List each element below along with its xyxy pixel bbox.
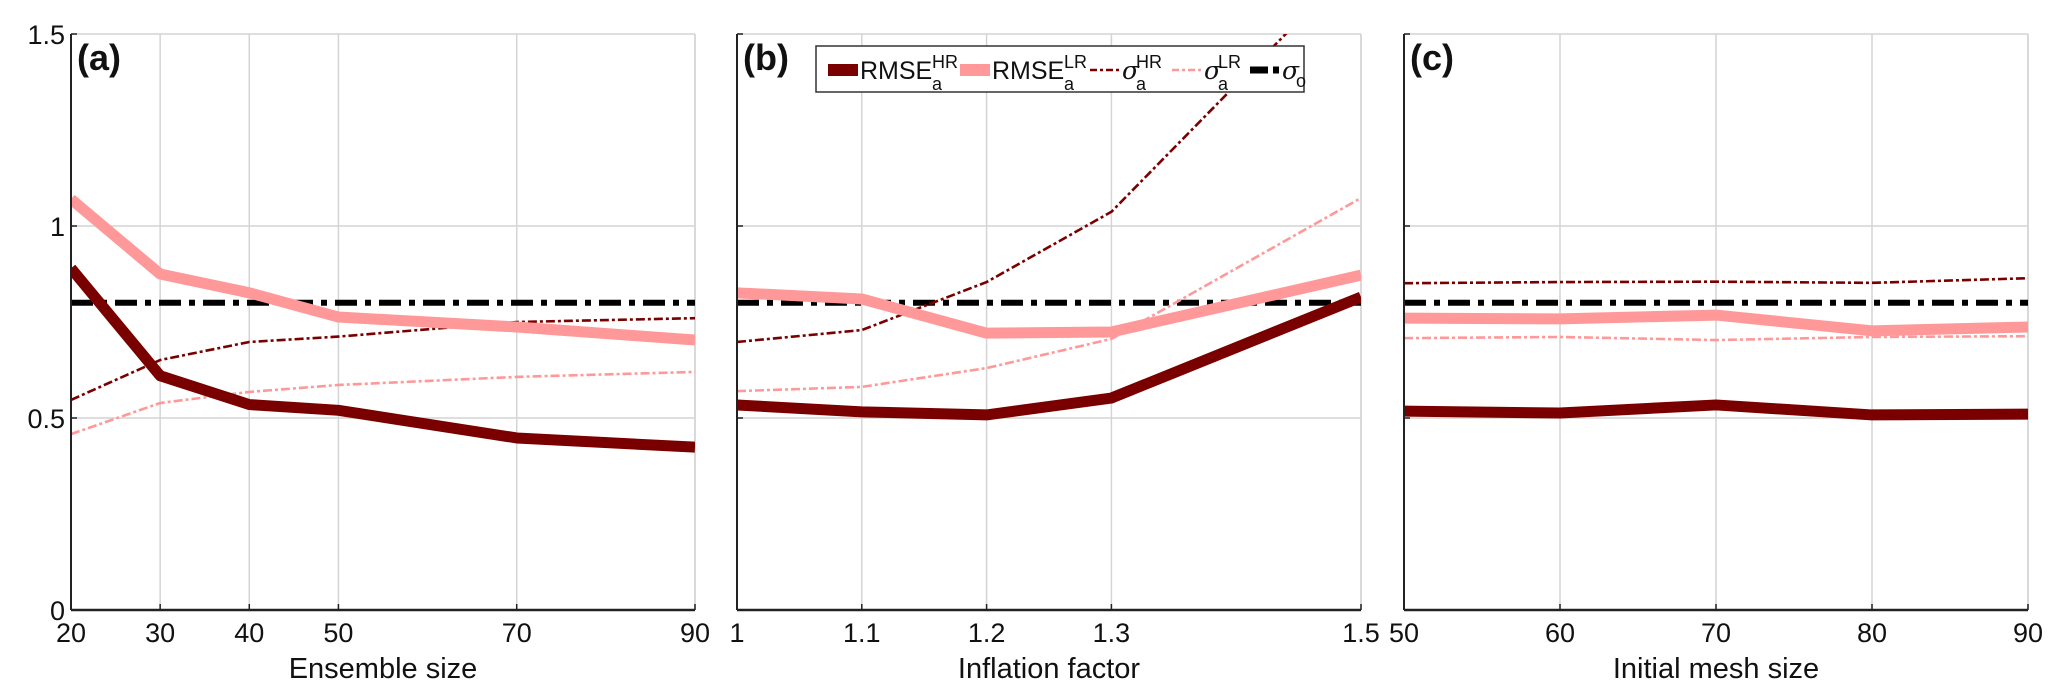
legend-entry-sigma-hr: σHR a xyxy=(1090,52,1162,94)
panel-label: (b) xyxy=(743,37,789,78)
y-tick-label: 1.5 xyxy=(27,20,65,50)
series-line-sigma-hr xyxy=(1404,276,2028,285)
series-line-rmse-lr xyxy=(1404,309,2028,337)
legend-swatch xyxy=(960,64,990,76)
legend-label: RMSELR a xyxy=(992,52,1087,94)
series-line-rmse-hr xyxy=(71,264,695,453)
x-tick-label: 80 xyxy=(1857,618,1887,648)
x-tick-label: 1.5 xyxy=(1342,618,1380,648)
y-tick-label: 1 xyxy=(50,212,65,242)
series-line-sigma-hr xyxy=(71,316,695,402)
x-tick-label: 70 xyxy=(502,618,532,648)
series-line-rmse-lr xyxy=(71,194,695,346)
series-line-rmse-hr xyxy=(1404,399,2028,421)
x-tick-label: 40 xyxy=(234,618,264,648)
x-axis-title: Ensemble size xyxy=(289,653,478,685)
legend-label: σLR a xyxy=(1204,52,1241,94)
series-line-sigma-lr xyxy=(1404,334,2028,342)
panel-label: (c) xyxy=(1410,37,1454,78)
legend-box xyxy=(815,45,1305,93)
series-line-sigma-lr xyxy=(71,370,695,436)
legend-label: σHR a xyxy=(1122,52,1162,94)
legend-entry-rmse-hr: RMSEHR a xyxy=(828,52,958,94)
series-group xyxy=(1404,276,2028,421)
x-tick-label: 50 xyxy=(323,618,353,648)
x-tick-label: 1.1 xyxy=(843,618,881,648)
x-tick-label: 1 xyxy=(729,618,744,648)
legend-swatch xyxy=(828,64,858,76)
legend-swatch xyxy=(1250,66,1268,74)
x-tick-label: 90 xyxy=(680,618,710,648)
series-line-sigma-lr xyxy=(737,196,1361,393)
legend-label: RMSEHR a xyxy=(860,52,958,94)
series-group xyxy=(71,194,695,453)
panel-a: 20 30 40 50 70 90 0 0.5 1 1.5 Ensemble size (a) xyxy=(27,20,710,685)
series-line-sigma-hr xyxy=(737,34,1288,344)
x-tick-label: 1.3 xyxy=(1093,618,1131,648)
panel-label: (a) xyxy=(77,37,121,78)
y-tick-label: 0.5 xyxy=(27,404,65,434)
x-axis-title: Inflation factor xyxy=(958,653,1140,685)
legend: RMSEHR a RMSELR a σHR a σLR a σo xyxy=(815,45,1306,94)
x-tick-label: 1.2 xyxy=(968,618,1006,648)
panel-c: 50 60 70 80 90 Initial mesh size (c) xyxy=(1389,33,2043,685)
x-tick-label: 90 xyxy=(2013,618,2043,648)
plot-area xyxy=(737,34,1361,610)
panel-b: 1 1.1 1.2 1.3 1.5 Inflation factor (b) xyxy=(729,33,1380,685)
x-tick-label: 50 xyxy=(1389,618,1419,648)
legend-entry-sigma-lr: σLR a xyxy=(1172,52,1241,94)
x-tick-label: 30 xyxy=(145,618,175,648)
x-tick-label: 60 xyxy=(1545,618,1575,648)
y-tick-label: 0 xyxy=(50,596,65,626)
legend-swatch-dot xyxy=(1273,66,1279,74)
x-tick-label: 70 xyxy=(1701,618,1731,648)
series-line-rmse-hr xyxy=(737,291,1361,421)
series-group xyxy=(737,34,1361,421)
x-tick-label: 20 xyxy=(56,618,86,648)
x-axis-title: Initial mesh size xyxy=(1613,653,1819,685)
legend-entry-sigma-o: σo xyxy=(1250,56,1306,91)
series-line-rmse-lr xyxy=(737,269,1361,339)
legend-entry-rmse-lr: RMSELR a xyxy=(960,52,1087,94)
legend-label: σo xyxy=(1282,56,1306,91)
